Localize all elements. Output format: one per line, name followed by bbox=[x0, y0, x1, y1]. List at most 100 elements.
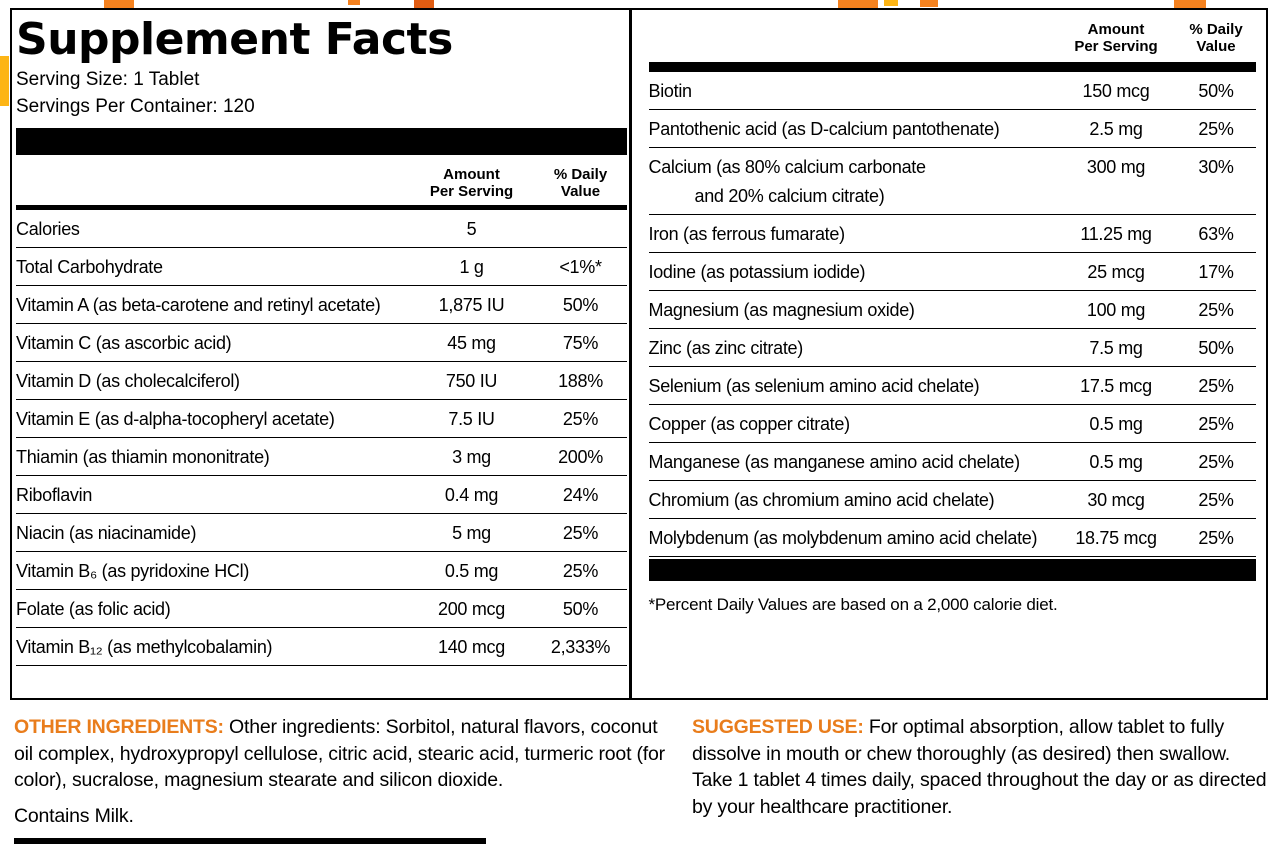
table-row: Vitamin B₁₂ (as methylcobalamin) 140 mcg 2… bbox=[16, 628, 627, 666]
amount-per-serving: 7.5 mg bbox=[1089, 338, 1143, 358]
daily-value: 200% bbox=[558, 447, 603, 467]
serving-size: Serving Size: 1 Tablet bbox=[16, 69, 200, 90]
table-row: Riboflavin 0.4 mg 24% bbox=[16, 476, 627, 514]
table-row: Calories 5 bbox=[16, 210, 627, 248]
panel-title: Supplement Facts bbox=[16, 14, 453, 65]
amount-per-serving: 3 mg bbox=[452, 447, 491, 467]
amount-per-serving: 30 mcg bbox=[1087, 490, 1145, 510]
nutrient-name: Pantothenic acid (as D-calcium pantothen… bbox=[648, 119, 1000, 139]
nutrient-name: Riboflavin bbox=[16, 485, 93, 505]
nutrient-name: Niacin (as niacinamide) bbox=[16, 523, 197, 543]
nutrient-name-line2: and 20% calcium citrate) bbox=[694, 186, 885, 206]
table-row: Niacin (as niacinamide) 5 mg 25% bbox=[16, 514, 627, 552]
nutrient-name: Calories bbox=[16, 219, 80, 239]
table-row: Manganese (as manganese amino acid chela… bbox=[648, 443, 1256, 481]
column-header-row: Amount Per Serving % Daily Value bbox=[16, 155, 627, 210]
daily-value: 188% bbox=[558, 371, 603, 391]
nutrient-name: Biotin bbox=[648, 81, 693, 101]
table-row: Iodine (as potassium iodide) 25 mcg 17% bbox=[648, 253, 1256, 291]
nutrient-name: Vitamin D (as cholecalciferol) bbox=[16, 371, 240, 391]
daily-value: 25% bbox=[1198, 528, 1234, 548]
nutrient-name: Manganese (as manganese amino acid chela… bbox=[648, 452, 1021, 472]
daily-value: 25% bbox=[1198, 119, 1234, 139]
servings-per-container: Servings Per Container: 120 bbox=[16, 96, 255, 117]
suggested-use-section: SUGGESTED USE: For optimal absorption, a… bbox=[692, 714, 1274, 820]
table-row: Vitamin E (as d-alpha-tocopheryl acetate… bbox=[16, 400, 627, 438]
nutrient-name: Total Carbohydrate bbox=[16, 257, 163, 277]
daily-value: 17% bbox=[1198, 262, 1234, 282]
facts-left-column: Supplement Facts Serving Size: 1 Tablet … bbox=[12, 10, 629, 698]
daily-value: 25% bbox=[562, 523, 599, 543]
table-row: Vitamin C (as ascorbic acid) 45 mg 75% bbox=[16, 324, 627, 362]
table-row: Thiamin (as thiamin mononitrate) 3 mg 200% bbox=[16, 438, 627, 476]
table-row: Total Carbohydrate 1 g <1%* bbox=[16, 248, 627, 286]
table-row: Copper (as copper citrate) 0.5 mg 25% bbox=[648, 405, 1256, 443]
label-fragment bbox=[0, 56, 9, 106]
label-fragment bbox=[884, 0, 898, 6]
table-row: Biotin 150 mcg 50% bbox=[648, 72, 1256, 110]
table-row: Vitamin D (as cholecalciferol) 750 IU 188% bbox=[16, 362, 627, 400]
daily-value: 63% bbox=[1198, 224, 1234, 244]
nutrient-name: Folate (as folic acid) bbox=[16, 599, 171, 619]
nutrient-name: Selenium (as selenium amino acid chelate… bbox=[648, 376, 980, 396]
table-row: Pantothenic acid (as D-calcium pantothen… bbox=[648, 110, 1256, 148]
nutrient-name: Vitamin A (as beta-carotene and retinyl … bbox=[16, 295, 381, 315]
amount-per-serving: 1 g bbox=[459, 257, 484, 277]
table-row: Selenium (as selenium amino acid chelate… bbox=[648, 367, 1256, 405]
nutrient-name: Molybdenum (as molybdenum amino acid che… bbox=[648, 528, 1038, 548]
supplement-facts-panel: Supplement Facts Serving Size: 1 Tablet … bbox=[10, 8, 1268, 700]
daily-value: 2,333% bbox=[550, 637, 611, 657]
daily-value: 50% bbox=[1198, 338, 1234, 358]
divider-bar bbox=[648, 559, 1256, 581]
nutrient-name: Chromium (as chromium amino acid chelate… bbox=[648, 490, 995, 510]
daily-value: 50% bbox=[562, 599, 599, 619]
amount-per-serving: 0.5 mg bbox=[444, 561, 499, 581]
amount-per-serving: 0.5 mg bbox=[1089, 452, 1143, 472]
daily-value: 25% bbox=[1198, 452, 1234, 472]
table-row: Molybdenum (as molybdenum amino acid che… bbox=[648, 519, 1256, 557]
label-fragment bbox=[414, 0, 434, 8]
amount-per-serving: 17.5 mcg bbox=[1080, 376, 1152, 396]
other-ingredients-label: OTHER INGREDIENTS: bbox=[14, 716, 224, 738]
amount-per-serving: 18.75 mcg bbox=[1075, 528, 1157, 548]
table-row: Chromium (as chromium amino acid chelate… bbox=[648, 481, 1256, 519]
amount-per-serving: 25 mcg bbox=[1087, 262, 1145, 282]
dv-header-line2: Value bbox=[560, 182, 601, 200]
other-ingredients-paragraph: OTHER INGREDIENTS: Other ingredients: So… bbox=[14, 714, 669, 794]
daily-value-header: % Daily Value bbox=[534, 166, 627, 200]
nutrient-name: Calcium (as 80% calcium carbonate and 20%… bbox=[649, 155, 1057, 208]
divider-bar bbox=[16, 128, 627, 155]
amount-per-serving: 200 mcg bbox=[438, 599, 505, 619]
daily-value: 24% bbox=[562, 485, 599, 505]
dv-header-line1: % Daily bbox=[553, 166, 608, 183]
amount-header-line2: Per Serving bbox=[429, 182, 514, 200]
dv-header-line1: % Daily bbox=[1189, 21, 1243, 38]
nutrient-name: Vitamin E (as d-alpha-tocopheryl acetate… bbox=[16, 409, 335, 429]
amount-per-serving: 140 mcg bbox=[438, 637, 505, 657]
nutrient-name: Iron (as ferrous fumarate) bbox=[648, 224, 846, 244]
label-fragment bbox=[838, 0, 878, 10]
nutrient-name: Vitamin B₁₂ (as methylcobalamin) bbox=[16, 637, 273, 657]
nutrient-name: Iodine (as potassium iodide) bbox=[648, 262, 866, 282]
contains-statement: Contains Milk. bbox=[14, 804, 134, 827]
amount-header: Amount Per Serving bbox=[1056, 21, 1176, 55]
right-table-rows: Biotin 150 mcg 50% Pantothenic acid (as D-c… bbox=[648, 72, 1256, 557]
label-fragment bbox=[348, 0, 360, 5]
suggested-use-paragraph: SUGGESTED USE: For optimal absorption, a… bbox=[692, 714, 1274, 820]
nutrient-name: Vitamin B₆ (as pyridoxine HCl) bbox=[16, 561, 250, 581]
daily-value: <1%* bbox=[559, 257, 602, 277]
nutrient-name: Vitamin C (as ascorbic acid) bbox=[16, 333, 232, 353]
amount-per-serving: 0.5 mg bbox=[1089, 414, 1143, 434]
daily-value: 25% bbox=[562, 409, 599, 429]
daily-value: 25% bbox=[562, 561, 599, 581]
daily-value: 25% bbox=[1198, 300, 1234, 320]
amount-per-serving: 11.25 mg bbox=[1080, 224, 1152, 244]
amount-header-line1: Amount bbox=[1087, 21, 1145, 38]
daily-value-header: % Daily Value bbox=[1176, 21, 1256, 55]
label-fragment bbox=[920, 0, 938, 7]
amount-per-serving: 1,875 IU bbox=[438, 295, 505, 315]
amount-per-serving: 7.5 IU bbox=[448, 409, 495, 429]
daily-value: 50% bbox=[562, 295, 599, 315]
amount-per-serving: 5 bbox=[466, 219, 477, 239]
amount-per-serving: 45 mg bbox=[447, 333, 496, 353]
